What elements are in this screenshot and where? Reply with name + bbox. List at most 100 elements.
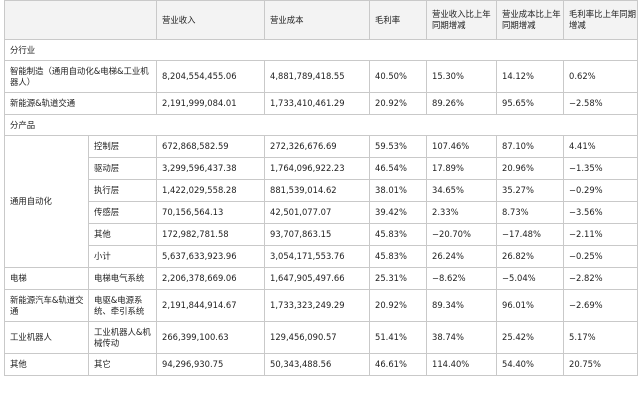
cell-margin: 40.50% [369, 60, 427, 93]
cell-revenue-change: 17.89% [426, 157, 497, 180]
cell-margin-change: −2.82% [563, 267, 638, 290]
cell-revenue: 172,982,781.58 [156, 223, 265, 246]
row-name: 电驱&电源系统、牵引系统 [88, 289, 157, 322]
cell-margin: 38.01% [369, 179, 427, 202]
cell-cost-change: 20.96% [496, 157, 564, 180]
row-name: 新能源&轨道交通 [4, 92, 157, 115]
cell-cost-change: 54.40% [496, 353, 564, 376]
cell-margin: 46.54% [369, 157, 427, 180]
cell-revenue: 266,399,100.63 [156, 321, 265, 354]
cell-cost: 1,764,096,922.23 [264, 157, 370, 180]
table-row: 新能源汽车&轨道交通 电驱&电源系统、牵引系统 2,191,844,914.67… [4, 289, 638, 322]
header-blank [4, 0, 157, 40]
cell-revenue-change: 38.74% [426, 321, 497, 354]
cell-revenue-change: 26.24% [426, 245, 497, 268]
cell-revenue: 2,191,999,084.01 [156, 92, 265, 115]
financial-table: 营业收入 营业成本 毛利率 营业收入比上年同期增减 营业成本比上年同期增减 毛利… [4, 0, 638, 376]
cell-cost-change: 95.65% [496, 92, 564, 115]
row-name: 智能制造（通用自动化&电梯&工业机器人） [4, 60, 157, 93]
cell-margin-change: −0.25% [563, 245, 638, 268]
cell-margin-change: 0.62% [563, 60, 638, 93]
header-revenue: 营业收入 [156, 0, 265, 40]
cell-cost: 129,456,090.57 [264, 321, 370, 354]
cell-cost-change: −17.48% [496, 223, 564, 246]
cell-revenue-change: 89.26% [426, 92, 497, 115]
section-label-product: 分产品 [4, 114, 638, 136]
table-row: 通用自动化 控制层 672,868,582.59 272,326,676.69 … [4, 135, 638, 268]
cell-revenue-change: 114.40% [426, 353, 497, 376]
cell-revenue: 5,637,633,923.96 [156, 245, 265, 268]
row-name: 传感层 [88, 201, 157, 224]
row-name: 其他 [88, 223, 157, 246]
cell-cost-change: 8.73% [496, 201, 564, 224]
table-row: 驱动层 3,299,596,437.38 1,764,096,922.23 46… [5, 157, 638, 180]
row-name: 驱动层 [88, 157, 157, 180]
cell-margin: 20.92% [369, 92, 427, 115]
row-name: 小计 [88, 245, 157, 268]
section-label-industry: 分行业 [4, 39, 638, 61]
table-row: 智能制造（通用自动化&电梯&工业机器人） 8,204,554,455.06 4,… [4, 60, 638, 93]
cell-revenue-change: 34.65% [426, 179, 497, 202]
cell-cost: 4,881,789,418.55 [264, 60, 370, 93]
header-cost-change: 营业成本比上年同期增减 [496, 0, 564, 40]
table-row: 执行层 1,422,029,558.28 881,539,014.62 38.0… [5, 179, 638, 202]
cell-revenue: 70,156,564.13 [156, 201, 265, 224]
cell-cost: 881,539,014.62 [264, 179, 370, 202]
cell-margin-change: −1.35% [563, 157, 638, 180]
cell-cost: 1,647,905,497.66 [264, 267, 370, 290]
row-name: 执行层 [88, 179, 157, 202]
cell-margin-change: 5.17% [563, 321, 638, 354]
cell-margin-change: −2.11% [563, 223, 638, 246]
header-revenue-change: 营业收入比上年同期增减 [426, 0, 497, 40]
cell-cost: 3,054,171,553.76 [264, 245, 370, 268]
cell-revenue-change: 107.46% [426, 135, 497, 158]
cell-revenue-change: 2.33% [426, 201, 497, 224]
cell-revenue-change: −8.62% [426, 267, 497, 290]
header-margin: 毛利率 [369, 0, 427, 40]
group-label-ev-rail: 新能源汽车&轨道交通 [4, 289, 89, 322]
cell-revenue-change: −20.70% [426, 223, 497, 246]
cell-margin-change: −0.29% [563, 179, 638, 202]
cell-cost-change: 25.42% [496, 321, 564, 354]
cell-margin: 59.53% [369, 135, 427, 158]
cell-cost-change: 35.27% [496, 179, 564, 202]
group-label-elevator: 电梯 [4, 267, 89, 290]
cell-cost-change: 87.10% [496, 135, 564, 158]
cell-cost: 272,326,676.69 [264, 135, 370, 158]
cell-margin: 46.61% [369, 353, 427, 376]
cell-revenue: 3,299,596,437.38 [156, 157, 265, 180]
cell-revenue: 672,868,582.59 [156, 135, 265, 158]
cell-margin-change: −2.69% [563, 289, 638, 322]
table-row: 工业机器人 工业机器人&机械传动 266,399,100.63 129,456,… [4, 321, 638, 354]
cell-cost-change: 96.01% [496, 289, 564, 322]
cell-margin-change: −2.58% [563, 92, 638, 115]
cell-cost: 1,733,410,461.29 [264, 92, 370, 115]
cell-cost: 1,733,323,249.29 [264, 289, 370, 322]
section-row-product: 分产品 [4, 114, 638, 136]
cell-revenue: 8,204,554,455.06 [156, 60, 265, 93]
cell-revenue: 2,191,844,914.67 [156, 289, 265, 322]
cell-cost-change: 26.82% [496, 245, 564, 268]
row-name: 电梯电气系统 [88, 267, 157, 290]
cell-margin: 20.92% [369, 289, 427, 322]
group-label-other: 其他 [4, 353, 89, 376]
cell-cost-change: 14.12% [496, 60, 564, 93]
header-margin-change: 毛利率比上年同期增减 [563, 0, 638, 40]
cell-margin: 39.42% [369, 201, 427, 224]
group-label-automation: 通用自动化 [4, 135, 89, 268]
cell-revenue: 2,206,378,669.06 [156, 267, 265, 290]
cell-margin: 25.31% [369, 267, 427, 290]
cell-revenue-change: 15.30% [426, 60, 497, 93]
table-row: 其他 其它 94,296,930.75 50,343,488.56 46.61%… [4, 353, 638, 376]
cell-cost-change: −5.04% [496, 267, 564, 290]
cell-cost: 42,501,077.07 [264, 201, 370, 224]
cell-cost: 93,707,863.15 [264, 223, 370, 246]
table-header-row: 营业收入 营业成本 毛利率 营业收入比上年同期增减 营业成本比上年同期增减 毛利… [4, 0, 638, 40]
cell-margin: 51.41% [369, 321, 427, 354]
cell-revenue: 1,422,029,558.28 [156, 179, 265, 202]
table-row: 电梯 电梯电气系统 2,206,378,669.06 1,647,905,497… [4, 267, 638, 290]
table-row: 新能源&轨道交通 2,191,999,084.01 1,733,410,461.… [4, 92, 638, 115]
row-name: 工业机器人&机械传动 [88, 321, 157, 354]
group-label-robot: 工业机器人 [4, 321, 89, 354]
row-name: 控制层 [88, 135, 157, 158]
